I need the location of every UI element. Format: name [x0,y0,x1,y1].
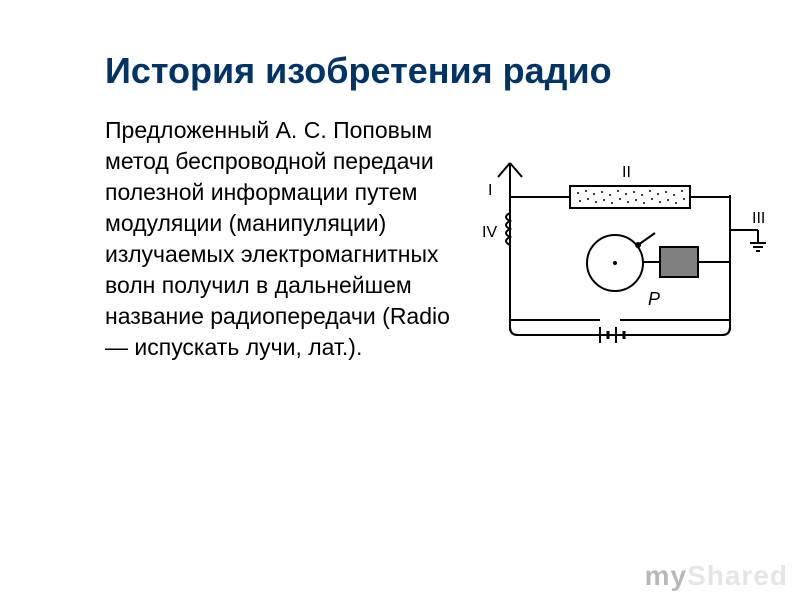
watermark-right: Shared [687,560,788,591]
antenna-arm-right [510,163,522,177]
label-i: I [488,182,492,199]
label-p: P [648,289,660,309]
circuit-diagram: I II III IV P [460,155,770,355]
label-iii: III [752,210,765,227]
label-iv: IV [482,224,497,241]
coherer-fill [572,188,688,206]
slide-title: История изобретения радио [105,50,612,92]
relay-icon [660,247,698,277]
watermark-left: my [645,560,687,591]
antenna-arm-left [498,163,510,177]
slide-body-text: Предложенный А. С. Поповым метод беспров… [105,115,455,363]
label-ii: II [622,164,631,181]
watermark: myShared [645,560,788,592]
